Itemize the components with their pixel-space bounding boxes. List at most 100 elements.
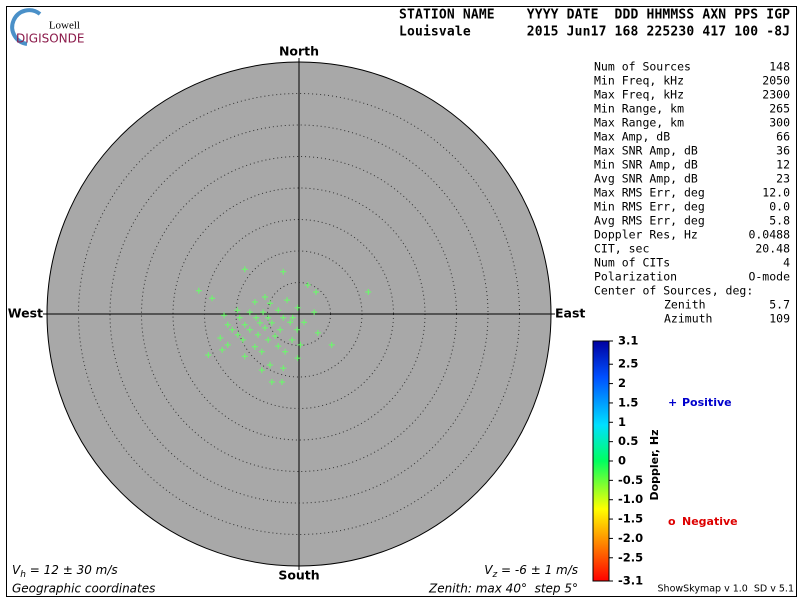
stat-value: 265 xyxy=(769,102,790,116)
source-point xyxy=(272,333,279,340)
stat-label: Min SNR Amp, dB xyxy=(594,158,698,172)
source-point xyxy=(236,314,243,321)
legend-symbol: + xyxy=(668,396,677,409)
legend-symbol: o xyxy=(668,515,676,528)
colorbar-tick-label: -3.1 xyxy=(618,574,643,588)
source-point xyxy=(221,312,228,319)
stat-label: Avg RMS Err, deg xyxy=(594,214,705,228)
source-point xyxy=(205,351,212,358)
source-point xyxy=(277,326,284,333)
source-point xyxy=(234,307,241,314)
direction-label: South xyxy=(278,568,319,583)
direction-label: East xyxy=(555,306,585,321)
source-point xyxy=(304,282,311,289)
stat-value: 12.0 xyxy=(762,186,790,200)
source-point xyxy=(241,321,248,328)
source-point xyxy=(294,326,301,333)
source-point xyxy=(301,319,308,326)
source-point xyxy=(265,314,272,321)
colorbar-tick-label: 0.5 xyxy=(618,434,638,448)
source-point xyxy=(209,295,216,302)
stat-value: 5.7 xyxy=(769,298,790,312)
direction-label: West xyxy=(8,306,43,321)
stat-value: 5.8 xyxy=(769,214,790,228)
stat-value: 66 xyxy=(776,130,790,144)
source-point xyxy=(258,348,265,355)
source-point xyxy=(267,362,274,369)
source-point xyxy=(246,309,253,316)
source-point xyxy=(265,336,272,343)
source-point xyxy=(268,319,275,326)
colorbar-tick-label: 2 xyxy=(618,376,626,390)
source-point xyxy=(297,341,304,348)
colorbar-tick-label: 2.5 xyxy=(618,357,638,371)
direction-label: North xyxy=(279,44,319,59)
stat-label: Num of CITs xyxy=(594,256,670,270)
source-point xyxy=(224,321,231,328)
source-point xyxy=(314,329,321,336)
logo-text: Lowell xyxy=(49,20,80,32)
colorbar-tick-label: -0.5 xyxy=(618,473,643,487)
stat-value: 23 xyxy=(776,172,790,186)
source-point xyxy=(219,346,226,353)
stat-label: Min Freq, kHz xyxy=(594,74,684,88)
source-point xyxy=(328,341,335,348)
stat-label: Max SNR Amp, dB xyxy=(594,144,698,158)
coords-text: Geographic coordinates xyxy=(12,582,155,596)
source-point xyxy=(241,353,248,360)
source-point xyxy=(280,365,287,372)
source-point xyxy=(294,355,301,362)
source-point xyxy=(365,288,372,295)
vh-text: Vh = 12 ± 30 m/s xyxy=(12,563,118,580)
colorbar-tick-label: -2.0 xyxy=(618,531,643,545)
colorbar-label: Doppler, Hz xyxy=(648,429,661,500)
vz-text: Vz = -6 ± 1 m/s xyxy=(484,563,578,580)
source-point xyxy=(280,314,287,321)
source-point xyxy=(255,331,262,338)
stat-label: Max Freq, kHz xyxy=(594,88,684,102)
source-point xyxy=(261,293,268,300)
stat-label: Num of Sources xyxy=(594,60,691,74)
source-point xyxy=(234,331,241,338)
source-point xyxy=(280,268,287,275)
source-point xyxy=(241,266,248,273)
stat-value: 0.0488 xyxy=(748,228,790,242)
source-point xyxy=(289,336,296,343)
colorbar-tick-label: 3.1 xyxy=(618,334,638,348)
legend-label: Negative xyxy=(682,515,738,528)
stat-value: 2300 xyxy=(762,88,790,102)
source-point xyxy=(260,309,267,316)
stat-label: Polarization xyxy=(594,270,677,284)
stat-label: Min RMS Err, deg xyxy=(594,200,705,214)
header-line: Louisvale 2015 Jun17 168 225230 417 100 … xyxy=(399,25,790,40)
source-point xyxy=(251,299,258,306)
source-point xyxy=(217,334,224,341)
stat-value: 300 xyxy=(769,116,790,130)
stat-value: 20.48 xyxy=(755,242,790,256)
source-point xyxy=(284,297,291,304)
source-point xyxy=(311,309,318,316)
stat-label: Max Amp, dB xyxy=(594,130,670,144)
colorbar-tick-label: 1.5 xyxy=(618,395,638,409)
source-point xyxy=(313,288,320,295)
stat-label: Doppler Res, Hz xyxy=(594,228,698,242)
stat-value: 2050 xyxy=(762,74,790,88)
zenith-text: Zenith: max 40° step 5° xyxy=(428,582,578,596)
source-point xyxy=(278,379,285,386)
source-point xyxy=(261,324,268,331)
colorbar-tick-label: -1.0 xyxy=(618,492,643,506)
stat-value: 36 xyxy=(776,144,790,158)
source-point xyxy=(195,287,202,294)
version-text: ShowSkymap v 1.0 SD v 5.1 xyxy=(658,584,794,595)
source-point xyxy=(287,319,294,326)
source-point xyxy=(282,348,289,355)
stat-label: Max RMS Err, deg xyxy=(594,186,705,200)
source-point xyxy=(294,304,301,311)
stat-value: O-mode xyxy=(748,270,790,284)
stat-value: 109 xyxy=(769,312,790,326)
source-point xyxy=(275,307,282,314)
stat-label: Avg SNR Amp, dB xyxy=(594,172,698,186)
stat-label: Azimuth xyxy=(664,312,712,326)
source-point xyxy=(253,314,260,321)
